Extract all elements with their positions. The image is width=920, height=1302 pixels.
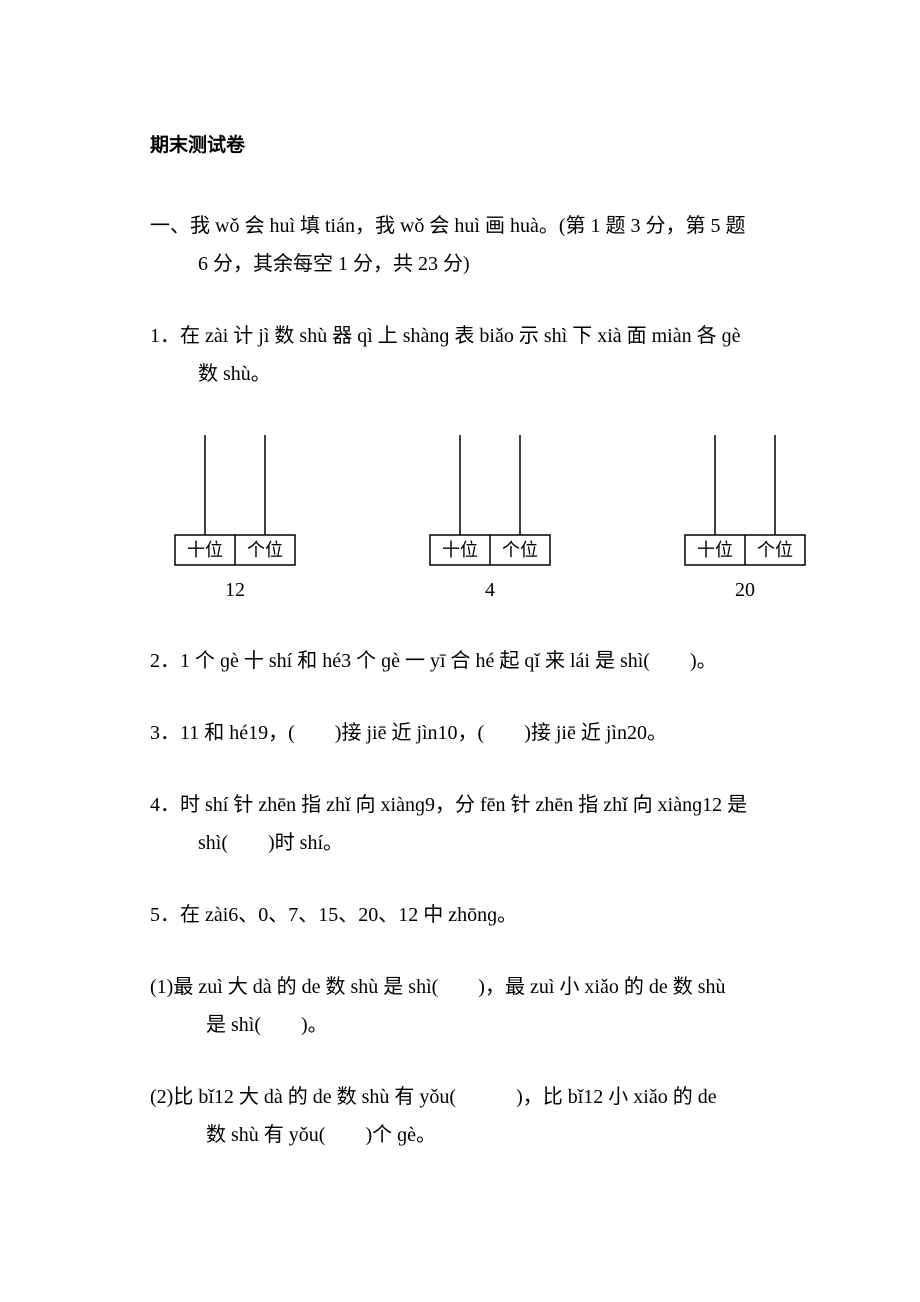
abacus-value: 12	[225, 579, 245, 602]
abacus-item: 十位 个位 20	[680, 427, 810, 602]
question-5-1-line2: 是 shì( )。	[150, 1006, 770, 1044]
question-1: 1．在 zài 计 jì 数 shù 器 qì 上 shànɡ 表 biǎo 示…	[150, 317, 770, 393]
tens-label: 十位	[187, 540, 223, 560]
abacus-value: 20	[735, 579, 755, 602]
question-4: 4．时 shí 针 zhēn 指 zhǐ 向 xiànɡ9，分 fēn 针 zh…	[150, 786, 770, 862]
question-1-line2: 数 shù。	[150, 355, 770, 393]
question-5-1: (1)最 zuì 大 dà 的 de 数 shù 是 shì( )，最 zuì …	[150, 968, 770, 1044]
page: 期末测试卷 一、我 wǒ 会 huì 填 tián，我 wǒ 会 huì 画 h…	[0, 0, 920, 1302]
section-1-heading: 一、我 wǒ 会 huì 填 tián，我 wǒ 会 huì 画 huà。(第 …	[150, 207, 770, 283]
question-2: 2．1 个 ɡè 十 shí 和 hé3 个 ɡè 一 yī 合 hé 起 qǐ…	[150, 642, 770, 680]
question-5-1-line1: (1)最 zuì 大 dà 的 de 数 shù 是 shì( )，最 zuì …	[150, 976, 725, 998]
ones-label: 个位	[247, 540, 283, 560]
abacus-item: 十位 个位 4	[425, 427, 555, 602]
ones-label: 个位	[757, 540, 793, 560]
document-title: 期末测试卷	[150, 130, 770, 157]
question-4-line1: 4．时 shí 针 zhēn 指 zhǐ 向 xiànɡ9，分 fēn 针 zh…	[150, 794, 747, 816]
question-1-line1: 1．在 zài 计 jì 数 shù 器 qì 上 shànɡ 表 biǎo 示…	[150, 325, 741, 347]
section-1-heading-line1: 一、我 wǒ 会 huì 填 tián，我 wǒ 会 huì 画 huà。(第 …	[150, 215, 746, 237]
abacus-item: 十位 个位 12	[170, 427, 300, 602]
abacus-value: 4	[485, 579, 495, 602]
question-5-2-line1: (2)比 bǐ12 大 dà 的 de 数 shù 有 yǒu( )，比 bǐ1…	[150, 1086, 717, 1108]
question-5-2-line2: 数 shù 有 yǒu( )个 ɡè。	[150, 1116, 770, 1154]
tens-label: 十位	[442, 540, 478, 560]
section-1-heading-line2: 6 分，其余每空 1 分，共 23 分)	[150, 245, 770, 283]
question-5-2: (2)比 bǐ12 大 dà 的 de 数 shù 有 yǒu( )，比 bǐ1…	[150, 1078, 770, 1154]
question-3: 3．11 和 hé19，( )接 jiē 近 jìn10，( )接 jiē 近 …	[150, 714, 770, 752]
abacus-row: 十位 个位 12 十位 个位 4 十位 个位	[170, 427, 810, 602]
abacus-icon: 十位 个位	[425, 427, 555, 567]
abacus-icon: 十位 个位	[170, 427, 300, 567]
question-4-line2: shì( )时 shí。	[150, 824, 770, 862]
abacus-icon: 十位 个位	[680, 427, 810, 567]
tens-label: 十位	[697, 540, 733, 560]
ones-label: 个位	[502, 540, 538, 560]
question-5: 5．在 zài6、0、7、15、20、12 中 zhōnɡ。	[150, 896, 770, 934]
